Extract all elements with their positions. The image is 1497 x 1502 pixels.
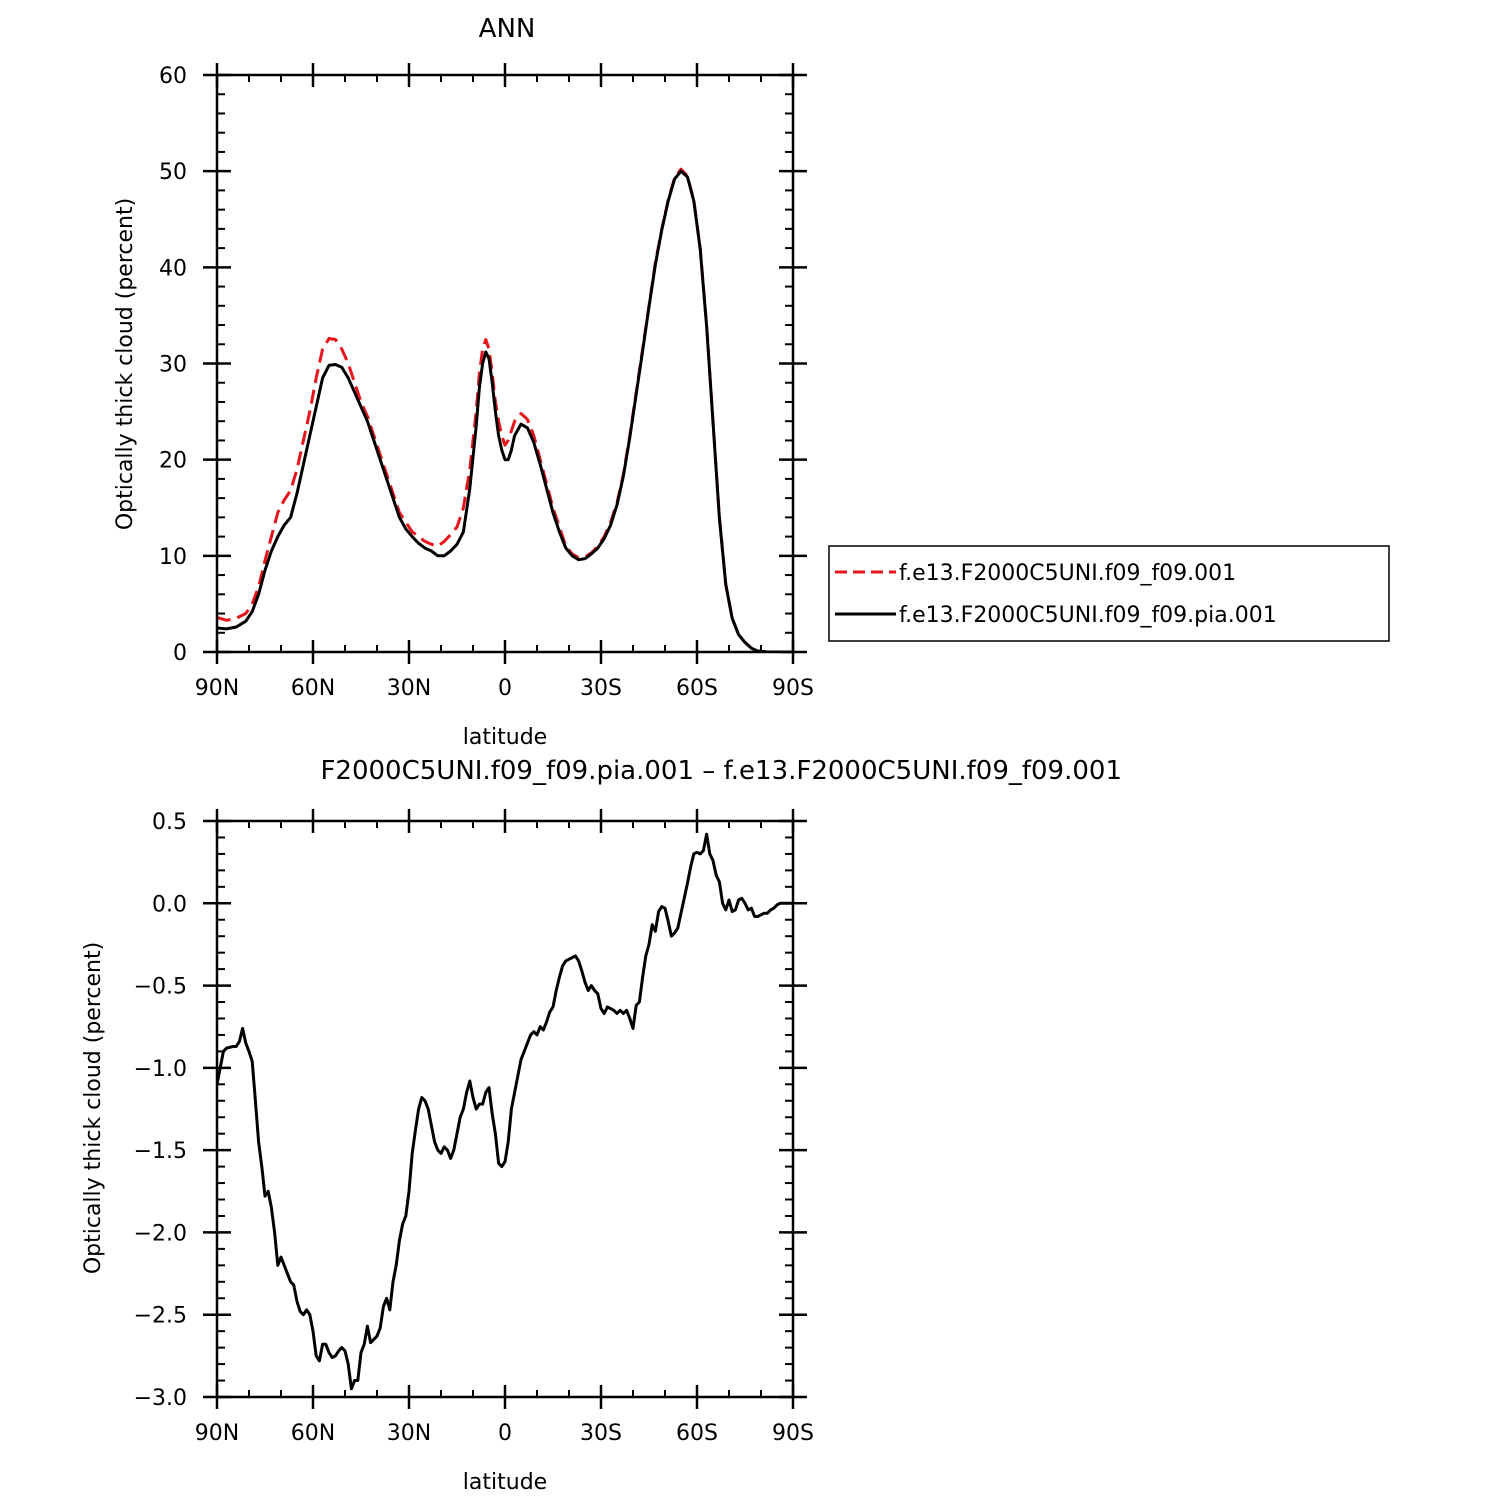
bottom-panel: F2000C5UNI.f09_f09.pia.001 – f.e13.F2000… [81,756,1122,1495]
top-x-tick-label: 90S [772,676,814,701]
bottom-x-axis-title: latitude [463,1470,547,1495]
bottom-y-tick-label: −1.0 [134,1057,187,1082]
top-y-tick-label: 0 [173,641,187,666]
top-x-tick-label: 30N [387,676,431,701]
top-x-tick-label: 0 [498,676,512,701]
top-x-tick-label: 90N [195,676,239,701]
legend: f.e13.F2000C5UNI.f09_f09.001 f.e13.F2000… [828,545,1390,642]
top-axes: 90N 60N 30N 0 30S 60S 90S 0 10 20 30 40 50 60 [159,63,814,701]
top-plot-title: ANN [479,14,536,44]
top-x-tick-label: 30S [580,676,622,701]
bottom-y-tick-label: 0.0 [152,892,187,917]
legend-box [828,545,1390,642]
bottom-x-tick-label: 30S [580,1421,622,1446]
top-y-tick-label: 30 [159,353,187,378]
legend-label-case: f.e13.F2000C5UNI.f09_f09.pia.001 [899,603,1277,628]
top-x-tick-label: 60N [291,676,335,701]
bottom-y-tick-label: −0.5 [134,975,187,1000]
bottom-x-tick-label: 30N [387,1421,431,1446]
top-y-tick-label: 60 [159,64,187,89]
bottom-y-tick-label: 0.5 [152,810,187,835]
bottom-x-tick-label: 60N [291,1421,335,1446]
bottom-y-tick-label: −1.5 [134,1139,187,1164]
bottom-plot-title: F2000C5UNI.f09_f09.pia.001 – f.e13.F2000… [320,756,1122,786]
top-series-layer [217,167,793,652]
bottom-y-tick-label: −2.5 [134,1304,187,1329]
top-x-axis-title: latitude [463,725,547,750]
bottom-x-tick-label: 90S [772,1421,814,1446]
top-series-line-1 [217,169,793,652]
top-panel: ANN 90N 60N 30N 0 30S 60S 90S 0 10 20 30 40 50 60 Opt… [113,14,814,750]
bottom-x-tick-label: 90N [195,1421,239,1446]
bottom-series-line-0 [217,832,793,1391]
top-y-tick-label: 10 [159,545,187,570]
bottom-x-tick-label: 60S [676,1421,718,1446]
bottom-series-layer [217,832,793,1391]
top-x-tick-label: 60S [676,676,718,701]
top-y-tick-label: 40 [159,256,187,281]
bottom-y-tick-label: −2.0 [134,1221,187,1246]
bottom-y-axis-title: Optically thick cloud (percent) [81,942,106,1274]
bottom-x-tick-label: 0 [498,1421,512,1446]
top-y-tick-label: 50 [159,160,187,185]
bottom-y-tick-label: −3.0 [134,1386,187,1411]
top-y-tick-label: 20 [159,449,187,474]
top-y-axis-title: Optically thick cloud (percent) [113,198,138,530]
bottom-axes: 90N 60N 30N 0 30S 60S 90S 0.5 0.0 −0.5 −1.0 −1.5 −2.… [134,809,814,1446]
legend-label-control: f.e13.F2000C5UNI.f09_f09.001 [899,561,1236,586]
